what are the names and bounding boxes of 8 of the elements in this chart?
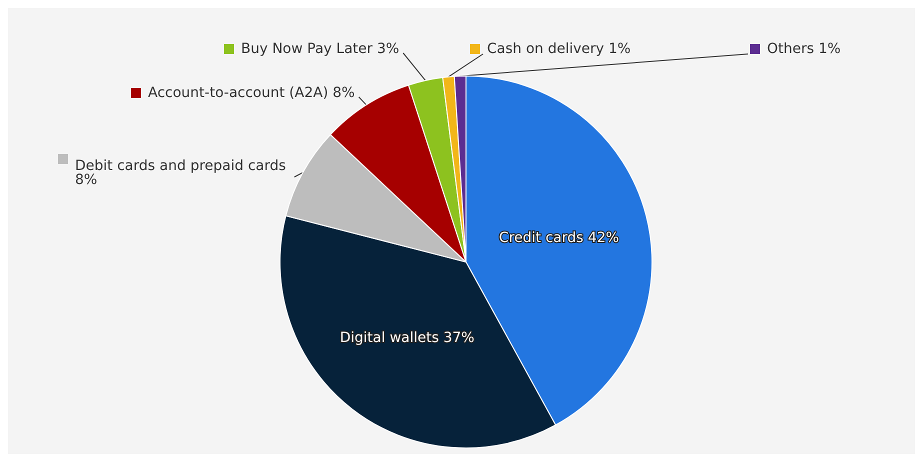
legend-label: Buy Now Pay Later 3%	[241, 41, 400, 57]
legend-label: Others 1%	[767, 41, 841, 57]
legend-label: Account-to-account (A2A) 8%	[148, 85, 355, 101]
slice-label: Digital wallets 37%	[340, 330, 474, 346]
legend-label: Debit cards and prepaid cards	[75, 158, 290, 174]
slice-label: Credit cards 42%	[498, 230, 620, 246]
legend-label: Cash on delivery 1%	[487, 41, 631, 57]
data-label: 8%	[75, 172, 98, 188]
